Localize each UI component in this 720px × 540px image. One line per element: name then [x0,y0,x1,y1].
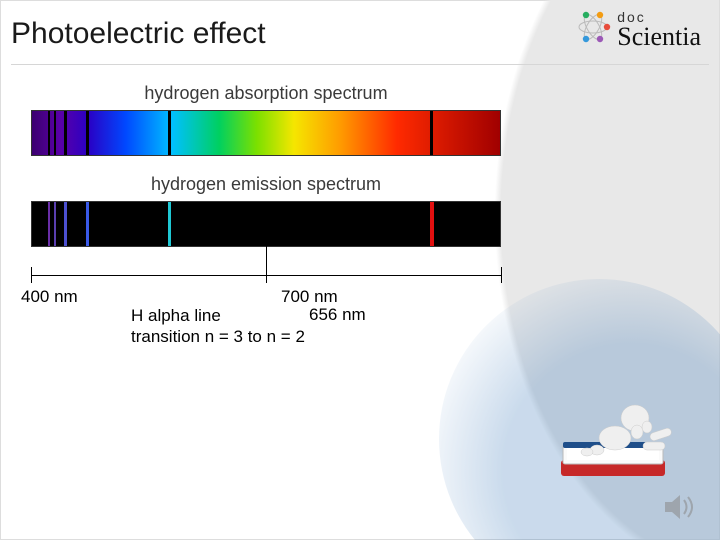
absorption-line [168,111,171,155]
emission-line [430,202,434,246]
absorption-line [430,111,433,155]
h-alpha-nm-label: 656 nm [309,305,366,325]
absorption-label: hydrogen absorption spectrum [31,83,501,104]
absorption-line [64,111,67,155]
axis-tick [501,267,502,283]
atom-icon [575,9,611,50]
slide: Photoelectric effect doc Scientia [0,0,720,540]
absorption-line [48,111,50,155]
spectra-diagram: hydrogen absorption spectrum hydrogen em… [31,83,501,325]
wavelength-axis: 400 nm 700 nm H alpha line transition n … [31,265,501,325]
audio-speaker-icon[interactable] [663,492,697,527]
emission-line [54,202,56,246]
absorption-line [86,111,89,155]
axis-label-400nm: 400 nm [21,287,78,307]
emission-line [64,202,67,246]
absorption-line [54,111,56,155]
emission-line [168,202,171,246]
axis-label-700nm: 700 nm [281,287,338,307]
emission-label: hydrogen emission spectrum [31,174,501,195]
page-title: Photoelectric effect [11,17,266,51]
logo-text: doc Scientia [617,10,701,50]
h-alpha-caption: H alpha line transition n = 3 to n = 2 [131,305,305,348]
emission-line [86,202,89,246]
h-alpha-arrow-icon [266,229,267,275]
absorption-spectrum-bar [31,110,501,156]
h-alpha-line2: transition n = 3 to n = 2 [131,327,305,346]
axis-tick [31,267,32,283]
logo-big-text: Scientia [617,24,701,50]
emission-line [48,202,50,246]
h-alpha-line1: H alpha line [131,306,221,325]
brand-logo: doc Scientia [575,9,701,50]
